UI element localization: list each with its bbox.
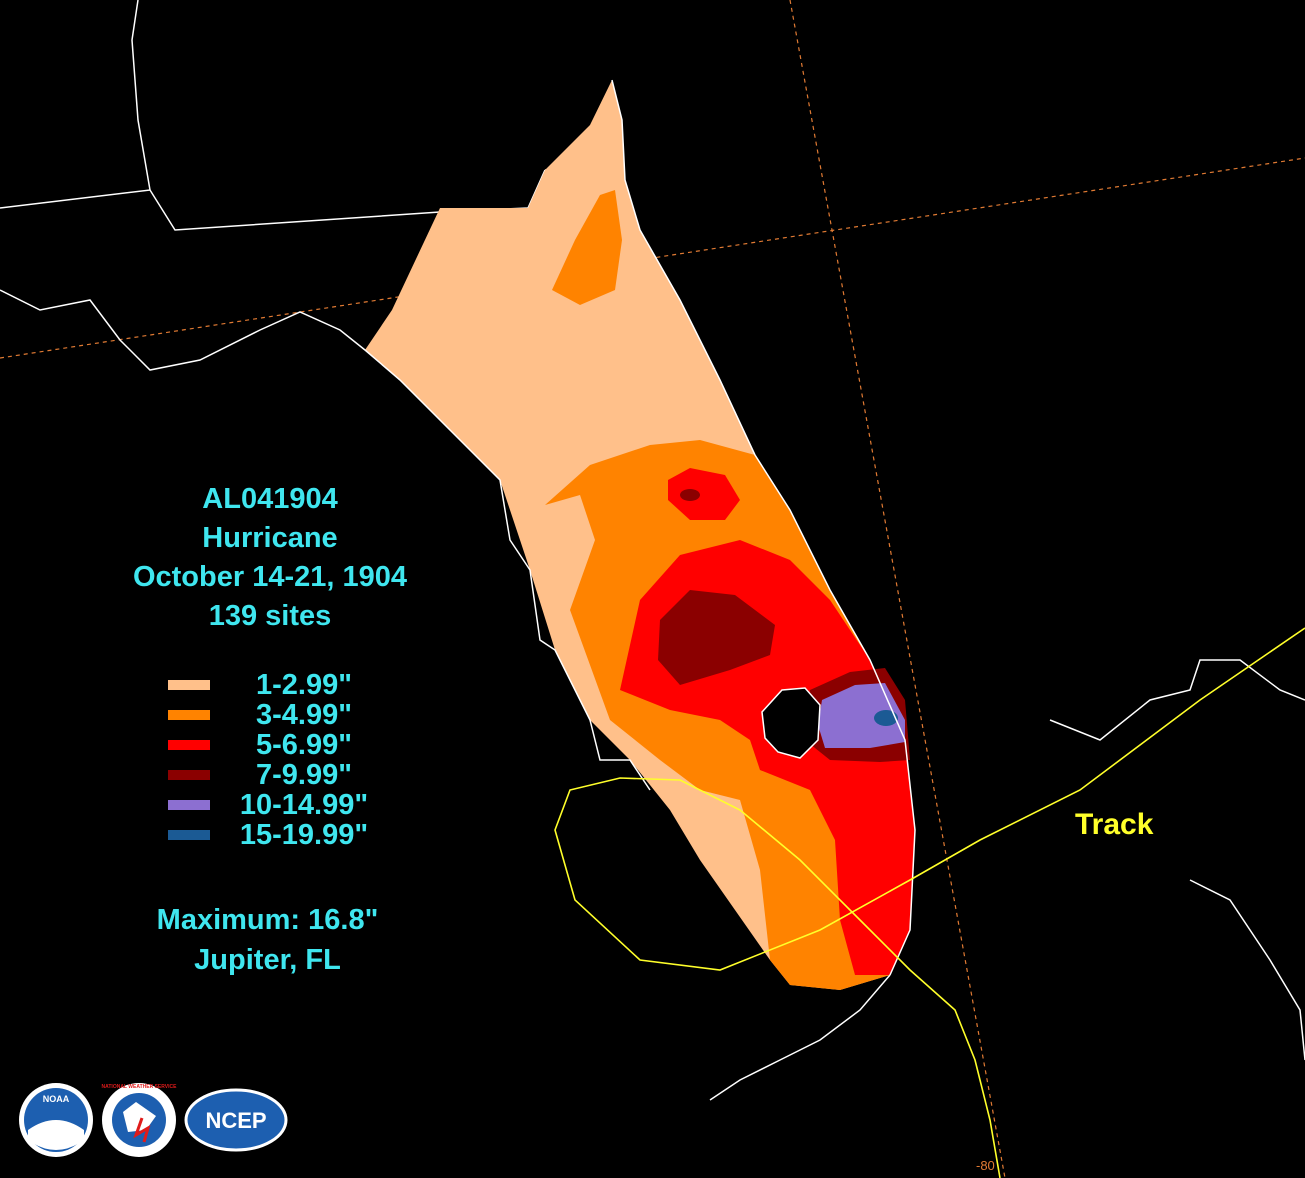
legend-label: 3-4.99" [256, 698, 352, 731]
storm-sites: 139 sites [208, 600, 332, 632]
storm-id: AL041904 [202, 483, 338, 515]
legend-item: 5-6.99" [168, 728, 384, 761]
noaa-text: NOAA [43, 1094, 70, 1104]
legend-item: 15-19.99" [168, 818, 384, 851]
legend-label: 7-9.99" [256, 758, 352, 791]
maximum-value: Maximum: 16.8" [156, 904, 379, 936]
contour-5-6-99-north [668, 468, 740, 520]
legend-swatch [168, 770, 210, 780]
ncep-text: NCEP [205, 1108, 266, 1133]
state-boundaries [0, 0, 613, 231]
legend-swatch [168, 680, 210, 690]
legend-swatch [168, 830, 210, 840]
agency-logos: NOAA NATIONAL WEATHER SERVICE NCEP [19, 1083, 288, 1157]
coastline [0, 79, 1305, 1101]
track-label: Track [1075, 808, 1154, 841]
noaa-logo: NOAA [19, 1083, 93, 1157]
legend-label: 10-14.99" [239, 788, 369, 821]
hurricane-track [554, 627, 1305, 1178]
contour-7-9-99 [658, 590, 775, 685]
legend-item: 7-9.99" [168, 758, 384, 791]
legend: 1-2.99" 3-4.99" 5-6.99" 7-9.99" 10-14.99… [168, 668, 384, 851]
legend-item: 3-4.99" [168, 698, 384, 731]
contour-15-19-99 [874, 710, 898, 726]
storm-dates: October 14-21, 1904 [132, 561, 408, 593]
maximum-location: Jupiter, FL [194, 944, 341, 976]
legend-swatch [168, 800, 210, 810]
nws-text: NATIONAL WEATHER SERVICE [102, 1084, 178, 1090]
nws-logo: NATIONAL WEATHER SERVICE [102, 1083, 178, 1157]
legend-label: 1-2.99" [256, 668, 352, 701]
legend-label: 5-6.99" [256, 728, 352, 761]
lake-okeechobee [761, 687, 821, 759]
legend-swatch [168, 710, 210, 720]
ncep-logo: NCEP [184, 1088, 288, 1152]
graticule-label: -80 [976, 1158, 995, 1173]
legend-item: 10-14.99" [168, 788, 384, 821]
storm-info: AL041904 Hurricane October 14-21, 1904 1… [60, 480, 480, 636]
contour-10-14-99 [818, 683, 905, 748]
legend-item: 1-2.99" [168, 668, 384, 701]
maximum-info: Maximum: 16.8" Jupiter, FL [100, 900, 435, 980]
legend-swatch [168, 740, 210, 750]
contour-7-9-99-north [680, 489, 700, 501]
contour-3-4-99-north [552, 190, 622, 305]
storm-type: Hurricane [202, 522, 338, 554]
legend-label: 15-19.99" [239, 818, 369, 851]
